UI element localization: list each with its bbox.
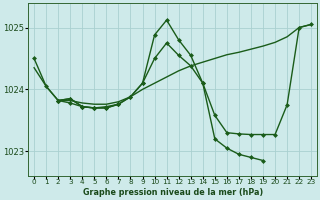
X-axis label: Graphe pression niveau de la mer (hPa): Graphe pression niveau de la mer (hPa) [83, 188, 263, 197]
